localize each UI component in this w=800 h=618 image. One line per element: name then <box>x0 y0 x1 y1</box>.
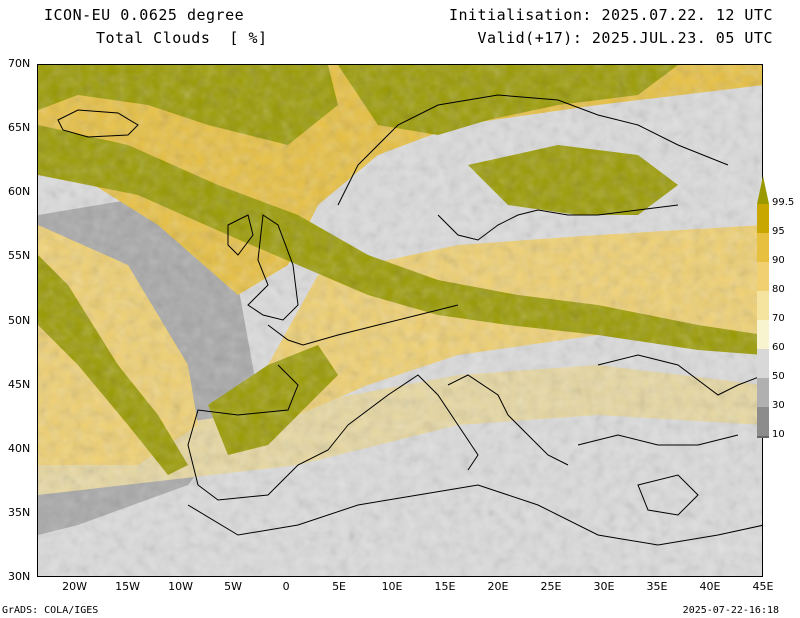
lon-label: 30E <box>593 580 615 593</box>
model-title: ICON-EU 0.0625 degree <box>44 6 245 24</box>
lon-label: 15E <box>434 580 456 593</box>
lat-label: 40N <box>8 441 31 455</box>
lat-label: 60N <box>8 185 31 199</box>
legend-swatch <box>757 204 769 233</box>
legend-label: 80 <box>772 284 785 295</box>
lon-label: 20E <box>487 580 509 593</box>
coastlines <box>57 94 762 546</box>
legend-label: 10 <box>772 429 785 440</box>
valid-time: Valid(+17): 2025.JUL.23. 05 UTC <box>477 29 773 47</box>
lon-label: 40E <box>699 580 721 593</box>
variable-title: Total Clouds [ %] <box>96 29 268 47</box>
footer-right: 2025-07-22-16:18 <box>682 605 779 616</box>
legend-swatch <box>757 233 769 262</box>
lon-label: 0 <box>282 580 290 593</box>
lon-label: 20W <box>62 580 87 593</box>
cloud-texture <box>38 65 762 576</box>
lon-label: 45E <box>752 580 774 593</box>
lon-label: 10E <box>381 580 403 593</box>
legend-swatch <box>757 320 769 349</box>
lon-label: 15W <box>115 580 140 593</box>
lon-label: 5W <box>224 580 242 593</box>
lat-label: 70N <box>8 57 31 70</box>
legend-label: 50 <box>772 371 785 382</box>
lon-label: 25E <box>540 580 562 593</box>
legend-swatch <box>757 407 769 436</box>
legend-swatch <box>757 349 769 378</box>
legend-label: 30 <box>772 400 785 411</box>
lon-label: 5E <box>332 580 347 593</box>
legend-label: 95 <box>772 226 785 237</box>
legend-label: 70 <box>772 313 785 324</box>
cloud-map <box>37 64 763 577</box>
init-time: Initialisation: 2025.07.22. 12 UTC <box>448 6 773 24</box>
lat-label: 65N <box>8 121 31 135</box>
lat-label: 50N <box>8 313 31 327</box>
lat-label: 35N <box>8 505 31 519</box>
legend-swatch <box>757 291 769 320</box>
lat-label: 55N <box>8 249 31 263</box>
lon-label: 35E <box>646 580 668 593</box>
legend-label: 99.5 <box>772 197 795 208</box>
legend-swatch <box>757 378 769 407</box>
lat-label: 45N <box>8 377 31 391</box>
color-legend <box>757 176 769 438</box>
lon-label: 10W <box>168 580 193 593</box>
legend-label: 90 <box>772 255 785 266</box>
footer-left: GrADS: COLA/IGES <box>2 605 99 616</box>
legend-swatch <box>757 436 769 438</box>
legend-swatch <box>757 262 769 291</box>
cloud-field <box>38 65 762 576</box>
legend-label: 60 <box>772 342 785 353</box>
lat-label: 30N <box>8 570 31 583</box>
legend-overcast-arrow <box>757 176 769 204</box>
